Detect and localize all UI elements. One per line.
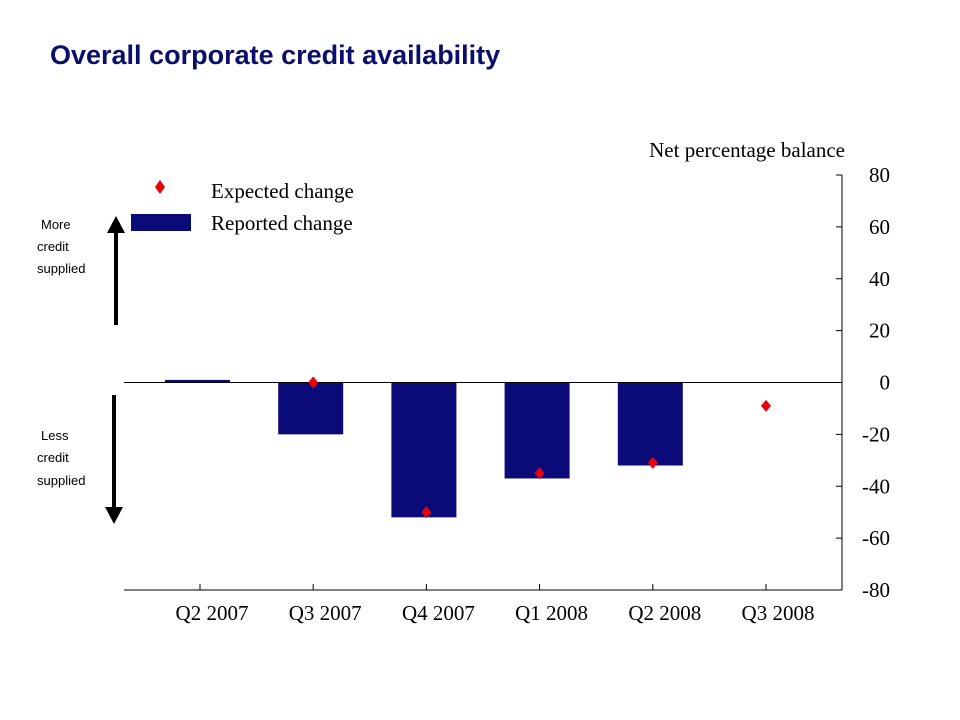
annotation-more-line1: More: [41, 217, 71, 232]
bar-reported: [617, 382, 683, 466]
x-tick-label: Q1 2008: [515, 601, 588, 625]
bar-reported: [165, 379, 230, 383]
markers-group: [308, 376, 771, 519]
marker-expected: [534, 467, 545, 480]
annotation-less-line2: credit: [37, 450, 69, 465]
y-tick-label: -60: [862, 526, 890, 550]
annotation-more-credit: More credit supplied: [37, 216, 125, 325]
legend-label-reported: Reported change: [211, 211, 353, 235]
annotation-less-line3: supplied: [37, 473, 85, 488]
chart-title: Overall corporate credit availability: [50, 40, 501, 70]
legend-label-expected: Expected change: [211, 179, 354, 203]
legend-swatch-reported: [131, 214, 191, 231]
y-tick-label: -40: [862, 474, 890, 498]
y-tick-label: 40: [869, 267, 890, 291]
y-axis-label: Net percentage balance: [649, 138, 845, 162]
y-tick-label: 0: [880, 371, 891, 395]
bar-reported: [504, 382, 570, 479]
x-tick-label: Q2 2008: [628, 601, 701, 625]
x-tick-label: Q2 2007: [176, 601, 249, 625]
y-tick-label: 60: [869, 215, 890, 239]
annotation-less-credit: Less credit supplied: [37, 395, 123, 524]
bar-reported: [391, 382, 457, 518]
down-arrow-icon: [105, 507, 123, 524]
x-ticks-group: Q2 2007 Q3 2007 Q4 2007 Q1 2008 Q2 2008 Q3 20…: [176, 584, 815, 625]
bars-group: [165, 379, 683, 518]
x-tick-label: Q3 2007: [289, 601, 362, 625]
y-tick-label: 20: [869, 319, 890, 343]
y-tick-label: 80: [869, 163, 890, 187]
up-arrow-icon: [107, 216, 125, 233]
bar-reported: [278, 382, 344, 435]
marker-expected: [647, 456, 658, 469]
legend-marker-expected: [155, 180, 165, 194]
marker-expected: [421, 506, 432, 519]
marker-expected: [761, 399, 771, 412]
marker-expected: [308, 376, 319, 389]
annotation-more-line2: credit: [37, 239, 69, 254]
legend: Expected change Reported change: [131, 179, 354, 235]
y-tick-label: -20: [862, 422, 890, 446]
y-tick-label: -80: [862, 578, 890, 602]
x-tick-label: Q4 2007: [402, 601, 475, 625]
y-ticks-group: 80 60 40 20 0 -20 -40 -60 -80: [836, 163, 890, 602]
annotation-more-line3: supplied: [37, 261, 85, 276]
x-tick-label: Q3 2008: [742, 601, 815, 625]
annotation-less-line1: Less: [41, 428, 69, 443]
